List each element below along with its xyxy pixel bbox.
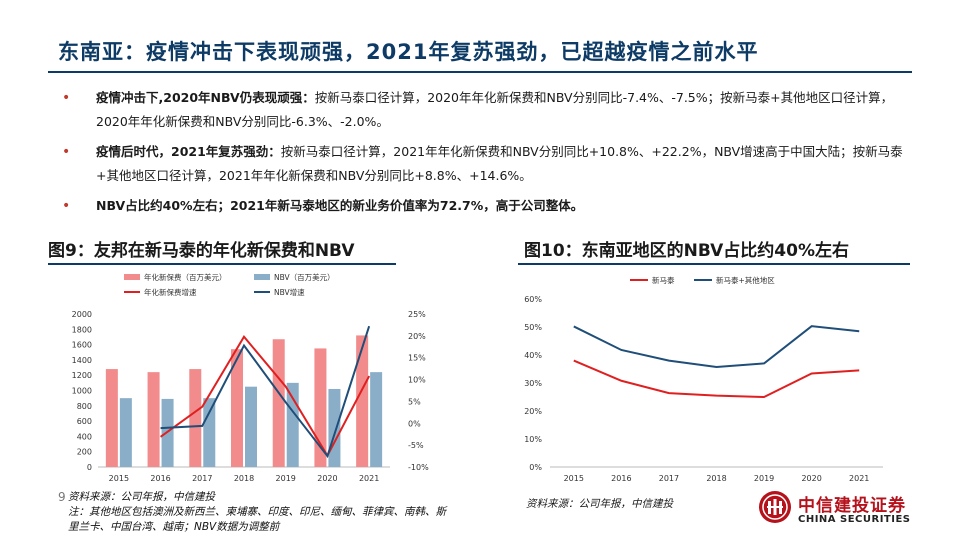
y-left-tick-label: 1000 xyxy=(72,387,92,396)
chart-left-divider xyxy=(48,263,396,265)
x-tick-label: 2018 xyxy=(234,474,254,483)
chart-right-divider xyxy=(518,263,910,265)
bar xyxy=(119,398,132,467)
y-tick-label: 0% xyxy=(529,463,542,472)
logo-text-cn: 中信建投证券 xyxy=(798,496,906,516)
series-line xyxy=(159,335,371,458)
y-left-tick-label: 1800 xyxy=(72,325,92,334)
bullet-item: • 疫情冲击下,2020年NBV仍表现顽强：按新马泰口径计算，2020年年化新保… xyxy=(62,86,922,134)
x-tick-label: 2017 xyxy=(659,474,679,483)
legend-label: 新马泰 xyxy=(652,275,675,285)
bullet-lead: 疫情冲击下,2020年NBV仍表现顽强： xyxy=(96,90,315,105)
chart-right: 0% 10% 20% 30% 40% 50% 60% 2015 2016 2017 2018 2019… xyxy=(524,275,883,483)
china-securities-logo-icon xyxy=(759,491,791,523)
y-tick-label: 40% xyxy=(524,351,542,360)
bar xyxy=(286,382,299,467)
legend-swatch xyxy=(124,274,140,280)
y-tick-label: 20% xyxy=(524,407,542,416)
y-tick-label: 60% xyxy=(524,295,542,304)
y-tick-label: 10% xyxy=(524,435,542,444)
x-tick-label: 2018 xyxy=(706,474,726,483)
source-right: 资料来源：公司年报，中信建投 xyxy=(526,498,673,510)
bullet-lead: 疫情后时代，2021年复苏强劲： xyxy=(96,144,281,159)
bar xyxy=(231,349,243,467)
series-line xyxy=(160,325,371,459)
bullet-item: • NBV占比约40%左右；2021年新马泰地区的新业务价值率为72.7%，高于… xyxy=(62,194,922,218)
y-right-tick-label: 0% xyxy=(408,419,421,428)
x-tick-label: 2015 xyxy=(109,474,129,483)
bar xyxy=(328,388,341,467)
y-left-tick-label: 400 xyxy=(77,432,92,441)
bar xyxy=(203,398,216,467)
legend-swatch xyxy=(254,274,270,280)
bar xyxy=(245,386,257,467)
x-tick-label: 2016 xyxy=(150,474,170,483)
chart-left-title: 图9：友邦在新马泰的年化新保费和NBV xyxy=(48,241,355,261)
bullet-marker: • xyxy=(62,198,71,214)
title-divider xyxy=(48,71,912,73)
bullet-lead: NBV占比约40%左右；2021年新马泰地区的新业务价值率为72.7%，高于公司… xyxy=(96,198,584,213)
bullet-marker: • xyxy=(62,90,71,106)
bar xyxy=(105,369,118,467)
x-tick-label: 2016 xyxy=(611,474,631,483)
y-right-tick-label: 5% xyxy=(408,397,421,406)
x-tick-label: 2020 xyxy=(317,474,337,483)
company-logo: 中信建投证券 CHINA SECURITIES xyxy=(758,490,918,530)
y-right-tick-label: -10% xyxy=(408,463,429,472)
page-number: 9 xyxy=(58,490,66,504)
bar xyxy=(189,369,202,467)
bar xyxy=(370,372,383,467)
x-tick-label: 2021 xyxy=(359,474,379,483)
bar xyxy=(272,339,285,467)
chart-left-notes: 资料来源：公司年报，中信建投 注：其他地区包括澳洲及新西兰、柬埔寨、印度、印尼、… xyxy=(68,490,448,535)
bullet-text: 按新马泰口径计算，2020年年化新保费和NBV分别同比-7.4%、-7.5%；按… xyxy=(96,90,894,129)
y-tick-label: 30% xyxy=(524,379,542,388)
note-left: 注：其他地区包括澳洲及新西兰、柬埔寨、印度、印尼、缅甸、菲律宾、南韩、斯里兰卡、… xyxy=(68,506,446,533)
bar xyxy=(356,335,369,467)
x-tick-label: 2019 xyxy=(754,474,774,483)
series-line xyxy=(573,325,860,369)
y-right-tick-label: 15% xyxy=(408,354,426,363)
x-tick-label: 2020 xyxy=(801,474,821,483)
bullet-item: • 疫情后时代，2021年复苏强劲：按新马泰口径计算，2021年年化新保费和NB… xyxy=(62,140,922,188)
page-title: 东南亚：疫情冲击下表现顽强，2021年复苏强劲，已超越疫情之前水平 xyxy=(58,40,759,64)
x-tick-label: 2017 xyxy=(192,474,212,483)
legend-label: NBV（百万美元） xyxy=(274,272,335,282)
source-left: 资料来源：公司年报，中信建投 xyxy=(68,491,215,503)
y-left-tick-label: 1200 xyxy=(72,371,92,380)
legend-label: 新马泰+其他地区 xyxy=(716,275,775,285)
bullet-text: 按新马泰口径计算，2021年年化新保费和NBV分别同比+10.8%、+22.2%… xyxy=(96,144,903,183)
y-left-tick-label: 1400 xyxy=(72,356,92,365)
bullet-marker: • xyxy=(62,144,71,160)
y-left-tick-label: 200 xyxy=(77,448,92,457)
y-right-tick-label: 10% xyxy=(408,376,426,385)
x-tick-label: 2021 xyxy=(849,474,869,483)
x-tick-label: 2015 xyxy=(564,474,584,483)
y-left-tick-label: 800 xyxy=(77,402,92,411)
chart-right-title: 图10：东南亚地区的NBV占比约40%左右 xyxy=(524,241,849,261)
chart-left: 0 200 400 600 800 1000 1200 1400 1600 1800 2000 -10… xyxy=(72,272,429,483)
y-left-tick-label: 600 xyxy=(77,417,92,426)
y-left-tick-label: 2000 xyxy=(72,310,92,319)
legend-label: 年化新保费（百万美元） xyxy=(144,272,227,282)
y-right-tick-label: -5% xyxy=(408,441,424,450)
y-right-tick-label: 25% xyxy=(408,310,426,319)
logo-text-en: CHINA SECURITIES xyxy=(798,514,911,525)
x-tick-label: 2019 xyxy=(276,474,296,483)
series-line xyxy=(573,359,860,399)
y-left-tick-label: 0 xyxy=(87,463,92,472)
bullet-list: • 疫情冲击下,2020年NBV仍表现顽强：按新马泰口径计算，2020年年化新保… xyxy=(62,86,922,224)
legend-label: 年化新保费增速 xyxy=(144,287,197,297)
y-left-tick-label: 1600 xyxy=(72,341,92,350)
bar xyxy=(147,372,160,467)
legend-label: NBV增速 xyxy=(274,287,305,297)
y-right-tick-label: 20% xyxy=(408,332,426,341)
y-tick-label: 50% xyxy=(524,323,542,332)
